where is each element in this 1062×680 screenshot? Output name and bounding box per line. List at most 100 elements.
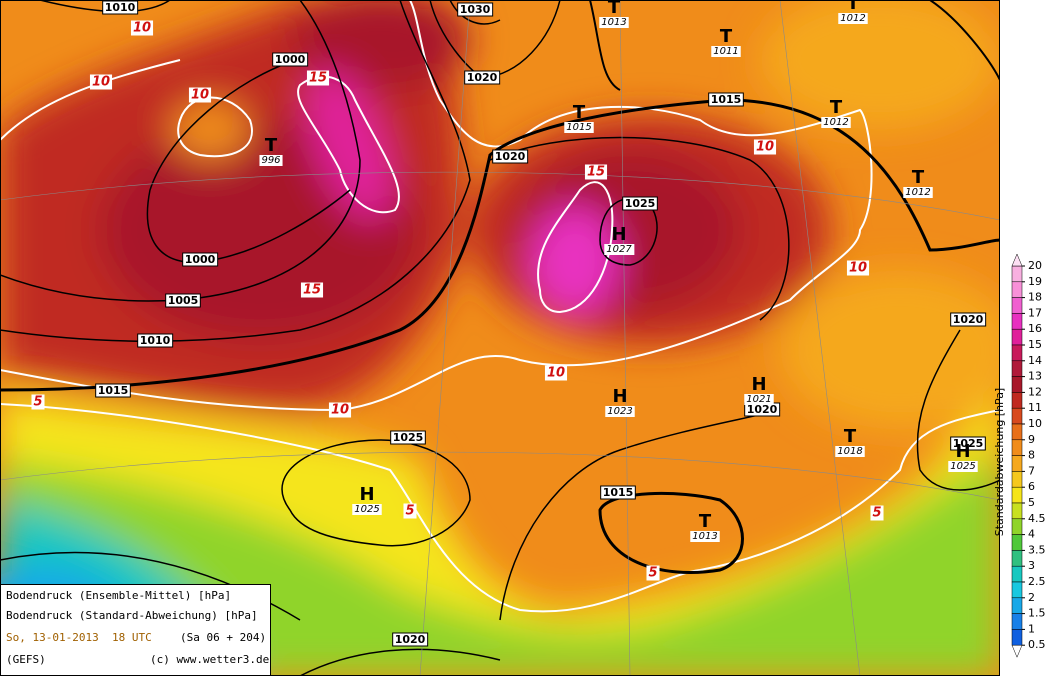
- isobar-label-box: [464, 70, 501, 85]
- system-pressure: 1012: [821, 117, 851, 128]
- spread-label: 10: [753, 139, 777, 155]
- system-letter: H: [751, 374, 766, 395]
- spread-label: 15: [306, 70, 330, 86]
- system-pressure-text: 1025: [354, 504, 379, 515]
- isobar-label-box: [182, 252, 219, 267]
- legend-box: [0, 584, 271, 676]
- spread-label-text: 10: [133, 21, 151, 36]
- isobar-label: 1015: [95, 383, 131, 398]
- colorbar-tick-label: 13: [1028, 370, 1042, 383]
- colorbar-tick-label: 14: [1028, 354, 1042, 367]
- isobar-label-text: 1010: [140, 334, 171, 347]
- legend-model: (GEFS): [6, 653, 46, 666]
- isobar-label: 1025: [390, 430, 426, 445]
- isobar-label-box: [95, 383, 131, 398]
- system-pressure-text: 1013: [692, 531, 717, 542]
- colorbar-tick-label: 6: [1028, 480, 1035, 493]
- isobar-label-box: [390, 430, 426, 445]
- spread-label: 10: [328, 402, 352, 418]
- system-pressure: 1023: [605, 406, 635, 417]
- isobar-label-text: 1020: [495, 150, 526, 163]
- spread-label: 15: [300, 282, 324, 298]
- system-pressure-text: 1012: [823, 117, 848, 128]
- colorbar-top-arrow: [1011, 253, 1023, 267]
- colorbar-tick-label: 2.5: [1028, 575, 1046, 588]
- colorbar-tick-label: 10: [1028, 417, 1042, 430]
- spread-label-text: 15: [587, 165, 605, 180]
- system-pressure-box: [821, 117, 851, 128]
- system-pressure-text: 1011: [713, 46, 738, 57]
- colorbar-segment: [1011, 502, 1023, 520]
- system-letter: T: [847, 0, 860, 14]
- colorbar-segment: [1011, 518, 1023, 535]
- colorbar-tick-label: 2: [1028, 591, 1035, 604]
- system-pressure-box: [711, 46, 741, 57]
- colorbar-segment: [1011, 629, 1023, 646]
- system-pressure-box: [903, 187, 933, 198]
- system-pressure: 1018: [835, 446, 865, 457]
- spread-label-text: 5: [405, 504, 414, 519]
- colorbar-segment: [1011, 281, 1023, 298]
- system-pressure: 1011: [711, 46, 741, 57]
- spread-label-text: 10: [547, 366, 565, 381]
- system-pressure-box: [838, 13, 868, 24]
- legend-offset: (Sa 06 + 204): [180, 631, 266, 644]
- isobar-label-text: 1000: [185, 253, 216, 266]
- system-pressure-box: [605, 406, 635, 417]
- isobar-label: 1020: [464, 70, 501, 85]
- spread-label-box: [188, 87, 212, 103]
- colorbar-tick-label: 19: [1028, 275, 1042, 288]
- system-pressure-box: [948, 461, 978, 472]
- colorbar-title: Standardabweichung [hPa]: [993, 388, 1006, 536]
- system-pressure: 1021: [744, 394, 774, 405]
- colorbar-segment: [1011, 471, 1023, 488]
- spread-field: [0, 0, 1000, 676]
- colorbar-tick-label: 4: [1028, 528, 1035, 541]
- colorbar-segment: [1011, 455, 1023, 472]
- spread-label: 5: [31, 394, 45, 410]
- isobar-label: 1015: [708, 92, 744, 107]
- colorbar-segment: [1011, 613, 1023, 630]
- spread-label: 10: [544, 365, 568, 381]
- system-pressure: 996: [259, 155, 283, 166]
- system-letter: T: [844, 426, 857, 447]
- isobar-label: 1010: [102, 0, 139, 15]
- isobar-label-text: 1020: [467, 71, 498, 84]
- system-pressure: 1012: [838, 13, 868, 24]
- isobar-label-text: 1025: [953, 437, 984, 450]
- system-pressure-text: 1021: [746, 394, 771, 405]
- colorbar-tick-label: 18: [1028, 291, 1042, 304]
- spread-label-text: 5: [33, 395, 42, 410]
- isobar-label-text: 1015: [603, 486, 634, 499]
- isobar-label-text: 1015: [711, 93, 742, 106]
- colorbar-segment: [1011, 265, 1023, 283]
- spread-label-box: [306, 70, 330, 86]
- isobar-label: 1020: [492, 149, 529, 164]
- system-pressure-text: 1018: [837, 446, 862, 457]
- isobar-label-box: [492, 149, 529, 164]
- isobar-label-box: [272, 52, 309, 67]
- colorbar-tick-label: 17: [1028, 306, 1042, 319]
- colorbar-segment: [1011, 297, 1023, 314]
- colorbar-tick-label: 9: [1028, 433, 1035, 446]
- isobar-label-box: [950, 312, 987, 327]
- colorbar-tick-label: 5: [1028, 496, 1035, 509]
- spread-label-text: 5: [648, 566, 657, 581]
- system-pressure: 1025: [948, 461, 978, 472]
- isobar-label-text: 1030: [460, 3, 491, 16]
- spread-label-box: [544, 365, 568, 381]
- system-letter: T: [265, 135, 278, 156]
- system-pressure: 1025: [352, 504, 382, 515]
- colorbar-segment: [1011, 565, 1023, 583]
- system-pressure: 1015: [564, 122, 594, 133]
- colorbar-tick-label: 8: [1028, 449, 1035, 462]
- spread-label: 5: [646, 565, 660, 581]
- system-letter: H: [359, 484, 374, 505]
- system-pressure-text: 1012: [905, 187, 930, 198]
- colorbar-tick-label: 12: [1028, 385, 1042, 398]
- system-letter: H: [612, 386, 627, 407]
- isobar-label: 1020: [392, 632, 429, 647]
- system-pressure-text: 1025: [950, 461, 975, 472]
- system-pressure-text: 996: [261, 155, 280, 166]
